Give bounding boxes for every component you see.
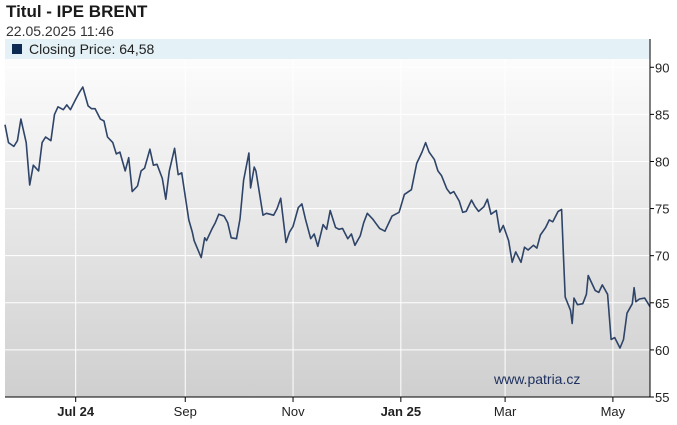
x-tick-label: Sep	[174, 404, 197, 419]
legend-swatch	[12, 44, 22, 54]
series-group	[4, 86, 651, 349]
chart-title: Titul - IPE BRENT	[6, 2, 148, 21]
watermark: www.patria.cz	[493, 371, 580, 387]
timestamp: 22.05.2025 11:46	[6, 23, 114, 39]
y-tick-label: 90	[655, 60, 669, 75]
x-tick-label: May	[601, 404, 626, 419]
plot-area	[5, 39, 650, 397]
y-tick-label: 75	[655, 202, 669, 217]
y-tick-label: 70	[655, 249, 669, 264]
series-line-closing-price	[4, 86, 651, 349]
x-tick-label: Jul 24	[57, 404, 95, 419]
y-tick-label: 55	[655, 390, 669, 405]
x-tick-label: Mar	[494, 404, 517, 419]
y-tick-label: 85	[655, 107, 669, 122]
grid-lines	[5, 39, 650, 397]
tick-labels: 55 60 65 70 75 80 85 90 Jul 24 Sep Nov Jan 25 Mar May	[57, 60, 669, 419]
y-tick-label: 80	[655, 154, 669, 169]
axes	[5, 39, 651, 398]
x-tick-label: Nov	[281, 404, 305, 419]
x-tick-label: Jan 25	[381, 404, 421, 419]
y-tick-label: 65	[655, 296, 669, 311]
y-tick-label: 60	[655, 343, 669, 358]
legend-label: Closing Price: 64,58	[29, 41, 155, 57]
legend-band	[5, 39, 650, 59]
